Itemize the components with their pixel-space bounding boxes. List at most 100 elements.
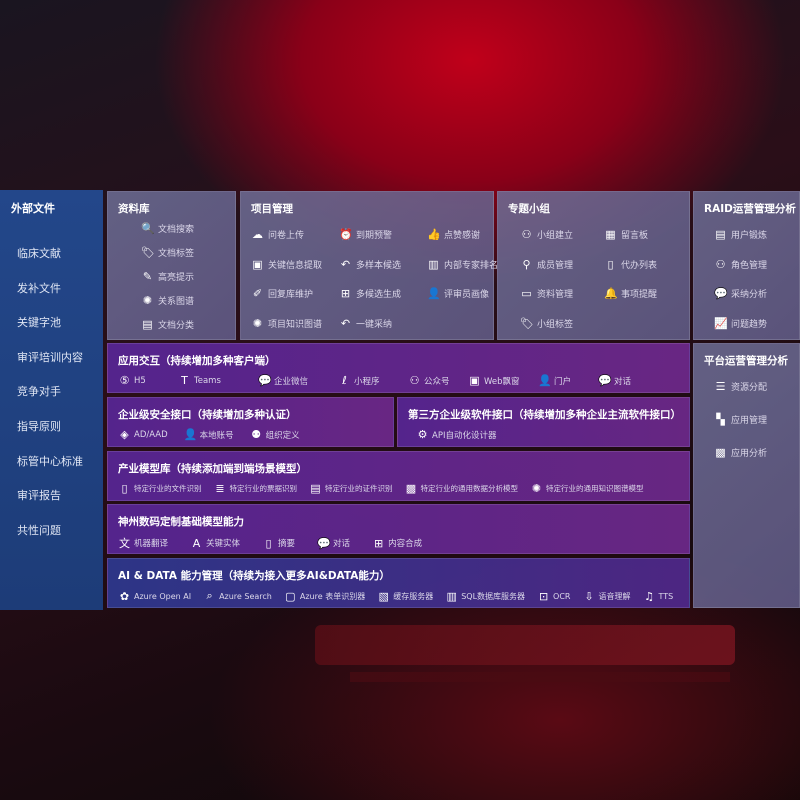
feature-label: H5 <box>134 375 146 386</box>
feature-label: 到期预警 <box>356 231 393 241</box>
sidebar-item[interactable]: 发补文件 <box>17 281 61 295</box>
sidebar-item[interactable]: 共性问题 <box>17 523 61 537</box>
chart-icon: ▩ <box>715 446 726 459</box>
tag-icon: 🏷 <box>141 246 155 259</box>
feature-item-id-card[interactable]: ▤ 特定行业的证件识别 <box>309 482 392 495</box>
feature-item-form[interactable]: ▢ Azure 表单识别器 <box>284 589 365 603</box>
sidebar-item[interactable]: 审评报告 <box>17 489 61 503</box>
window-icon: ▣ <box>469 374 480 387</box>
feature-item-chart[interactable]: ▩ 应用分析 <box>714 446 767 459</box>
feature-item-gear[interactable]: ⚙ API自动化设计器 <box>416 428 497 441</box>
feature-item-wechat[interactable]: 💬 企业微信 <box>258 374 338 387</box>
feature-item-folder[interactable]: ▭ 资料管理 <box>520 287 573 300</box>
feature-item-cloud-upload[interactable]: ☁ 问卷上传 <box>251 228 304 241</box>
sidebar-item[interactable]: 临床文献 <box>17 247 61 260</box>
feature-item-doc[interactable]: ▯ 摘要 <box>262 535 296 551</box>
teams-icon: T <box>181 374 188 387</box>
feature-item-qa[interactable]: 💬 采纳分析 <box>714 287 767 300</box>
feature-item-diamond[interactable]: ◈ AD/AAD <box>118 428 167 441</box>
feature-item-database[interactable]: ▥ SQL数据库服务器 <box>445 589 526 603</box>
third-party-panel: 第三方企业级软件接口（持续增加多种企业主流软件接口） ⚙ API自动化设计器 <box>397 397 690 447</box>
sidebar-item[interactable]: 竞争对手 <box>17 385 61 399</box>
feature-label: Azure Search <box>219 591 272 601</box>
feature-item-bell[interactable]: 🔔 事项提醒 <box>604 287 657 300</box>
feature-item-users[interactable]: ⚇ 小组建立 <box>520 228 573 241</box>
sidebar-item[interactable]: 审评培训内容 <box>17 350 83 364</box>
feature-item-teams[interactable]: T Teams <box>178 374 258 387</box>
feature-item-edit[interactable]: ✐ 回复库维护 <box>251 287 313 300</box>
tts-icon: ♫ <box>644 589 654 603</box>
feature-item-thumbs-up[interactable]: 👍 点赞感谢 <box>427 228 480 241</box>
feature-label: 点赞感谢 <box>444 231 481 241</box>
feature-item-doc-search[interactable]: 🔍 文档搜索 <box>141 222 194 235</box>
feature-item-chat[interactable]: 💬 对话 <box>317 535 350 551</box>
feature-label: 成员管理 <box>537 260 574 271</box>
feature-item-bbs[interactable]: ▦ 留言板 <box>604 228 648 241</box>
feature-item-list[interactable]: ☰ 资源分配 <box>714 380 767 393</box>
feature-item-apps[interactable]: ▚ 应用管理 <box>714 413 767 426</box>
sidebar-title: 外部文件 <box>11 202 55 215</box>
feature-item-org[interactable]: ⚉ 组织定义 <box>250 428 300 441</box>
feature-label: 组织定义 <box>265 430 300 441</box>
feature-item-reply[interactable]: ↶ 一键采纳 <box>339 317 392 330</box>
feature-item-tag[interactable]: 🏷 文档标签 <box>141 246 194 259</box>
feature-item-openai[interactable]: ✿ Azure Open AI <box>118 589 191 603</box>
feature-item-entity[interactable]: A 关键实体 <box>190 535 240 551</box>
feature-item-window[interactable]: ▣ Web飘窗 <box>468 374 538 387</box>
feature-item-graph[interactable]: ✺ 项目知识图谱 <box>251 317 322 330</box>
feature-item-chart[interactable]: ▩ 特定行业的通用数据分析模型 <box>405 482 518 495</box>
form-icon: ▢ <box>285 589 296 603</box>
feature-item-portal[interactable]: 👤 门户 <box>538 374 598 387</box>
feature-item-html5[interactable]: ⑤ H5 <box>118 374 178 387</box>
feature-item-id-card[interactable]: ▤ 用户锻炼 <box>714 228 767 241</box>
portal-icon: 👤 <box>538 374 552 387</box>
panel-title: 资料库 <box>118 203 150 215</box>
thumbs-up-icon: 👍 <box>427 228 441 241</box>
entity-icon: A <box>192 536 201 550</box>
qa-icon: 💬 <box>714 287 728 300</box>
users-icon: ⚇ <box>715 257 726 271</box>
feature-item-cache[interactable]: ▧ 缓存服务器 <box>377 589 434 603</box>
feature-item-doc[interactable]: ▯ 特定行业的文件识别 <box>118 482 202 495</box>
feature-item-alarm[interactable]: ⏰ 到期预警 <box>339 228 392 241</box>
feature-item-window[interactable]: ▣ 关键信息提取 <box>251 258 322 271</box>
feature-item-graph[interactable]: ✺ 关系图谱 <box>141 294 194 307</box>
feature-item-mini-program[interactable]: ℓ 小程序 <box>338 374 408 387</box>
sidebar-item[interactable]: 指导原则 <box>17 420 61 433</box>
feature-item-speech[interactable]: ⇩ 语音理解 <box>583 589 630 603</box>
sidebar-item[interactable]: 关键字池 <box>17 316 61 330</box>
feature-item-doc-class[interactable]: ▤ 文档分类 <box>141 318 194 331</box>
feature-item-user[interactable]: 👤 本地账号 <box>184 428 234 441</box>
feature-item-rank[interactable]: ▥ 内部专家排名 <box>427 258 498 271</box>
feature-label: 问卷上传 <box>268 231 305 241</box>
feature-item-receipt[interactable]: ≣ 特定行业的票据识别 <box>214 482 298 495</box>
sidebar-item[interactable]: 标管中心标准 <box>17 454 83 468</box>
feature-label: 特定行业的票据识别 <box>229 484 298 493</box>
feature-item-tts[interactable]: ♫ TTS <box>643 589 673 603</box>
feature-item-graph[interactable]: ✺ 特定行业的通用知识图谱模型 <box>530 482 644 495</box>
panel-title: 专题小组 <box>508 203 550 215</box>
graph-icon: ✺ <box>252 316 263 330</box>
feature-item-pen[interactable]: ✎ 高亮提示 <box>141 270 194 283</box>
feature-item-search[interactable]: ⌕ Azure Search <box>203 589 272 603</box>
feature-label: 特定行业的文件识别 <box>134 484 202 493</box>
mini-program-icon: ℓ <box>342 374 347 387</box>
feature-item-translate[interactable]: 文机器翻译 <box>118 535 168 551</box>
feature-item-trend[interactable]: 📈 问题趋势 <box>714 317 767 330</box>
feature-item-users[interactable]: ⚇ 角色管理 <box>714 258 767 271</box>
feature-item-puzzle[interactable]: ⊞ 内容合成 <box>372 535 422 551</box>
feature-item-tag[interactable]: 🏷 小组标签 <box>520 317 573 330</box>
tag-icon: 🏷 <box>520 316 534 330</box>
feature-item-puzzle[interactable]: ⊞ 多候选生成 <box>339 287 401 300</box>
feature-item-clipboard[interactable]: ▯ 代办列表 <box>604 258 657 271</box>
feature-item-ocr[interactable]: ⊡ OCR <box>537 589 571 603</box>
feature-item-user[interactable]: 👤 评审员画像 <box>427 287 489 300</box>
feature-item-reply[interactable]: ↶ 多样本候选 <box>339 258 401 271</box>
feature-label: 评审员画像 <box>444 290 490 300</box>
feature-item-user-add[interactable]: ⚲ 成员管理 <box>520 258 573 271</box>
feature-label: 小程序 <box>354 376 380 387</box>
sidebar: 外部文件 临床文献发补文件关键字池审评培训内容 竞争对手指导原则标管中心标准 审评报… <box>0 190 103 610</box>
feature-label: 关键实体 <box>206 539 241 549</box>
feature-item-users[interactable]: ⚇ 公众号 <box>408 374 468 387</box>
feature-item-chat[interactable]: 💬 对话 <box>598 374 648 387</box>
